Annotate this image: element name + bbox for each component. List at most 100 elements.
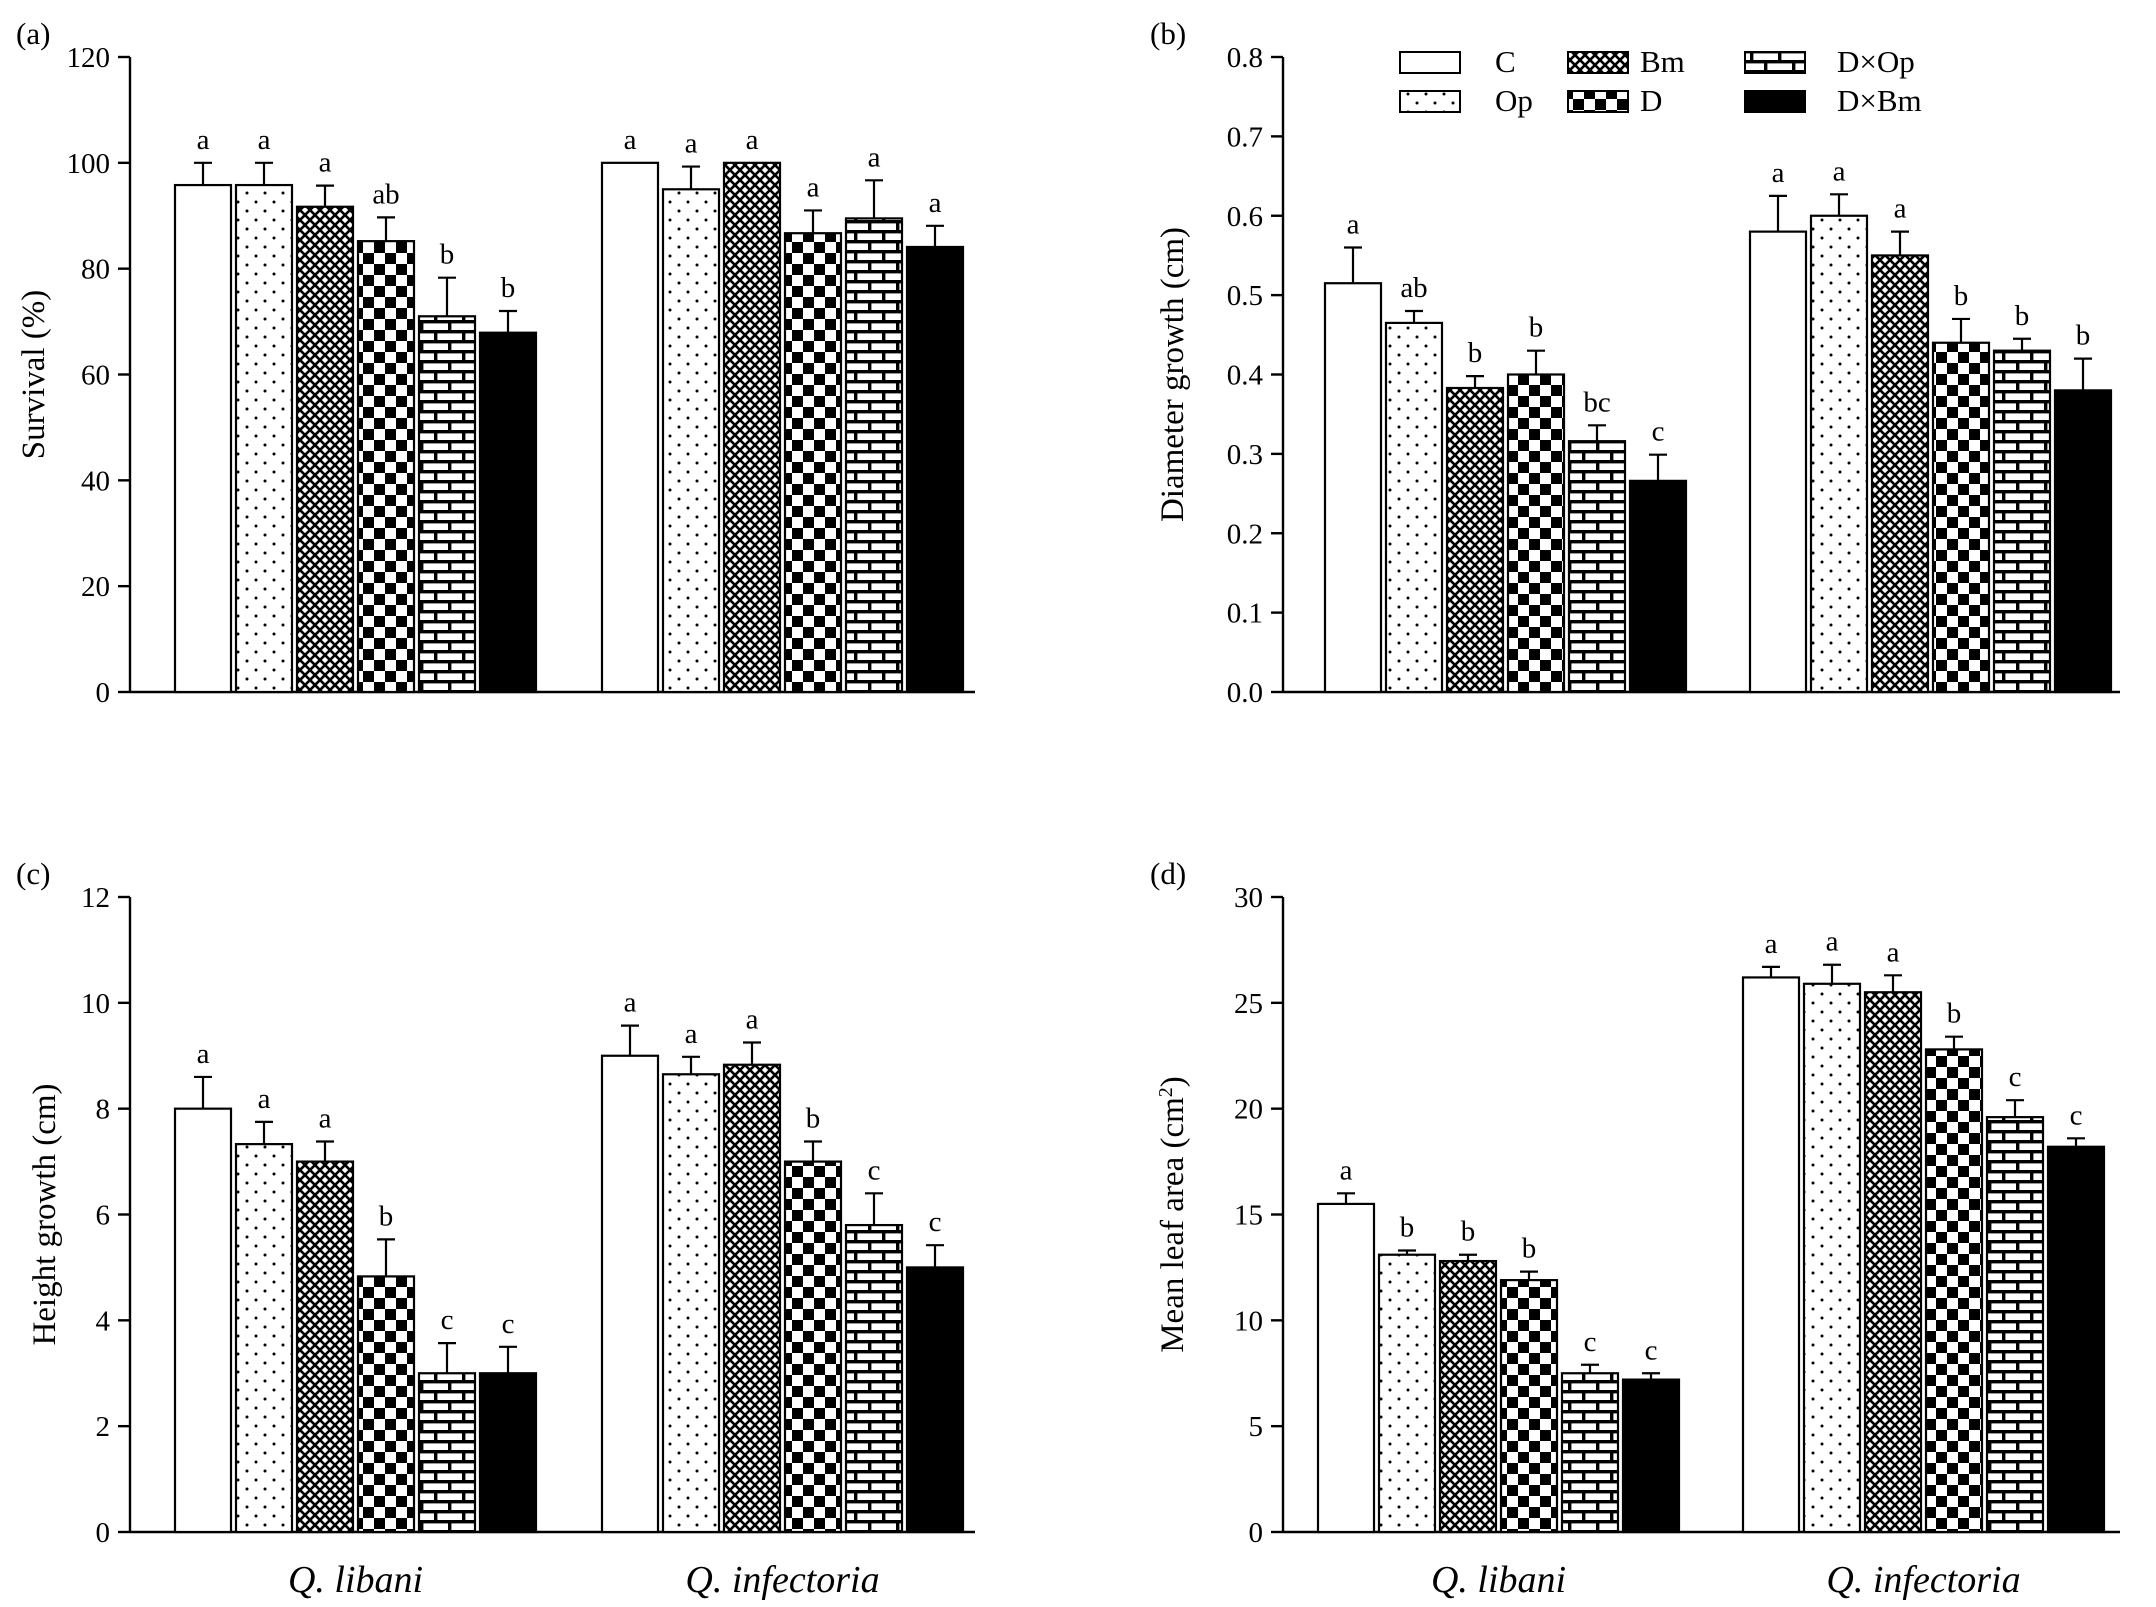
legend-label: D bbox=[1640, 83, 1662, 118]
y-tick-label: 0 bbox=[96, 1517, 111, 1549]
bar bbox=[1741, 976, 1801, 1534]
legend-swatch bbox=[1399, 51, 1461, 74]
bar bbox=[1377, 1253, 1437, 1534]
significance-label: a bbox=[319, 147, 332, 179]
panel-label: (d) bbox=[1150, 856, 1186, 891]
y-tick-label: 0.4 bbox=[1227, 360, 1264, 392]
legend-swatch bbox=[1567, 90, 1629, 113]
bar bbox=[722, 161, 782, 694]
panel-d: (d) 0 5 10 15 20 25 30 Mean leaf area (cm2) a b b b c… bbox=[1150, 856, 2120, 1601]
y-tick-label: 20 bbox=[1234, 1094, 1263, 1126]
bar bbox=[1567, 440, 1627, 694]
legend-label: D×Op bbox=[1837, 44, 1915, 79]
significance-label: c bbox=[1645, 1334, 1658, 1366]
significance-label: c bbox=[502, 1308, 515, 1340]
bar bbox=[600, 1054, 660, 1534]
y-axis-title: Mean leaf area (cm2) bbox=[1155, 1076, 1191, 1353]
bar bbox=[905, 1266, 965, 1534]
significance-label: a bbox=[807, 171, 820, 203]
bar bbox=[1809, 214, 1869, 694]
group-label: Q. libani bbox=[288, 1559, 423, 1601]
y-tick-label: 10 bbox=[81, 988, 110, 1020]
significance-label: c bbox=[1584, 1326, 1597, 1358]
y-tick-label: 6 bbox=[96, 1200, 111, 1232]
significance-label: b bbox=[1954, 280, 1969, 312]
y-tick-label: 0 bbox=[96, 677, 111, 709]
legend-label: C bbox=[1495, 44, 1516, 79]
significance-label: a bbox=[1833, 155, 1846, 187]
panel-c: (c) 0 2 4 6 8 10 12 Height growth (cm) a a a b c c Q. l… bbox=[16, 856, 975, 1601]
legend-label: Op bbox=[1495, 83, 1533, 118]
significance-label: a bbox=[685, 1018, 698, 1050]
significance-label: a bbox=[1347, 209, 1360, 241]
bar bbox=[905, 245, 965, 694]
significance-label: c bbox=[2009, 1061, 2022, 1093]
legend-label: Bm bbox=[1640, 44, 1685, 79]
bar bbox=[295, 1160, 355, 1534]
y-axis-title: Height growth (cm) bbox=[27, 1083, 63, 1345]
y-tick-label: 0.2 bbox=[1227, 518, 1263, 550]
y-tick-label: 0.6 bbox=[1227, 201, 1263, 233]
y-axis-title: Survival (%) bbox=[16, 290, 52, 460]
bar bbox=[1870, 254, 1930, 694]
panel-b: (b) 0.0 0.1 0.2 0.3 0.4 0.5 0.6 0.7 0.8 Diameter g… bbox=[1150, 16, 2120, 709]
y-tick-label: 100 bbox=[67, 148, 111, 180]
significance-label: a bbox=[929, 187, 942, 219]
panel-label: (c) bbox=[16, 856, 50, 891]
y-axis-title-end: ) bbox=[1155, 1076, 1191, 1087]
significance-label: b bbox=[440, 239, 455, 271]
y-tick-label: 25 bbox=[1234, 988, 1263, 1020]
bar bbox=[417, 315, 477, 694]
legend-swatch bbox=[1567, 51, 1629, 74]
y-tick-label: 0.7 bbox=[1227, 121, 1263, 153]
y-tick-label: 0.8 bbox=[1227, 42, 1263, 74]
y-tick-label: 0.0 bbox=[1227, 677, 1263, 709]
significance-label: b bbox=[806, 1102, 821, 1134]
bar bbox=[2046, 1145, 2106, 1534]
y-tick-label: 120 bbox=[67, 42, 111, 74]
significance-label: b bbox=[1947, 998, 1962, 1030]
group-label: Q. libani bbox=[1431, 1559, 1566, 1601]
y-tick-label: 20 bbox=[81, 571, 110, 603]
bar bbox=[844, 217, 904, 694]
bar bbox=[1499, 1279, 1559, 1534]
significance-label: a bbox=[1894, 193, 1907, 225]
bar bbox=[1863, 991, 1923, 1534]
legend-swatch bbox=[1744, 90, 1806, 113]
y-tick-label: 12 bbox=[81, 882, 110, 914]
y-tick-label: 80 bbox=[81, 254, 110, 286]
bar bbox=[783, 232, 843, 694]
bar bbox=[2053, 389, 2113, 694]
panel-label: (a) bbox=[16, 16, 50, 51]
bar bbox=[1445, 386, 1505, 694]
bar bbox=[844, 1223, 904, 1534]
bar bbox=[1992, 349, 2052, 694]
significance-label: b bbox=[1468, 337, 1483, 369]
y-tick-label: 4 bbox=[96, 1305, 111, 1337]
significance-label: a bbox=[197, 1038, 210, 1070]
bar bbox=[1316, 1202, 1376, 1534]
significance-label: a bbox=[1887, 936, 1900, 968]
bar bbox=[1985, 1116, 2045, 1534]
legend-swatch bbox=[1744, 51, 1806, 74]
significance-label: b bbox=[501, 272, 516, 304]
y-tick-label: 0.1 bbox=[1227, 598, 1263, 630]
significance-label: c bbox=[2070, 1099, 2083, 1131]
significance-label: a bbox=[197, 124, 210, 156]
bar bbox=[1323, 282, 1383, 694]
significance-label: a bbox=[746, 124, 759, 156]
significance-label: c bbox=[1652, 416, 1665, 448]
panel-label: (b) bbox=[1150, 16, 1186, 51]
bar bbox=[356, 240, 416, 694]
bar bbox=[1438, 1259, 1498, 1534]
bar bbox=[295, 205, 355, 694]
significance-label: a bbox=[319, 1102, 332, 1134]
significance-label: c bbox=[868, 1154, 881, 1186]
group-label: Q. infectoria bbox=[685, 1559, 879, 1601]
significance-label: a bbox=[746, 1004, 759, 1036]
bar bbox=[173, 1107, 233, 1534]
bar bbox=[478, 1372, 538, 1534]
bar bbox=[417, 1372, 477, 1534]
significance-label: a bbox=[1340, 1154, 1353, 1186]
